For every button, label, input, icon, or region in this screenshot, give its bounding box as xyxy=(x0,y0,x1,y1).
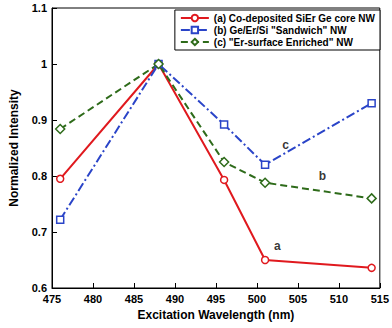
svg-text:b: b xyxy=(319,169,326,183)
svg-text:505: 505 xyxy=(289,293,307,305)
svg-text:a: a xyxy=(274,239,281,253)
svg-text:490: 490 xyxy=(166,293,184,305)
svg-text:475: 475 xyxy=(43,293,61,305)
svg-text:0.9: 0.9 xyxy=(32,114,47,126)
svg-text:(b) Ge/Er/Si "Sandwich" NW: (b) Ge/Er/Si "Sandwich" NW xyxy=(214,25,347,36)
svg-text:480: 480 xyxy=(84,293,102,305)
svg-text:500: 500 xyxy=(248,293,266,305)
svg-text:Excitation Wavelength (nm): Excitation Wavelength (nm) xyxy=(137,308,294,322)
svg-text:515: 515 xyxy=(371,293,389,305)
svg-text:(a) Co-deposited SiEr Ge core: (a) Co-deposited SiEr Ge core NW xyxy=(214,13,376,24)
svg-text:Normalized Intensity: Normalized Intensity xyxy=(7,89,21,207)
svg-text:c: c xyxy=(282,138,289,152)
svg-text:510: 510 xyxy=(330,293,348,305)
svg-text:1: 1 xyxy=(41,58,47,70)
svg-text:0.8: 0.8 xyxy=(32,170,47,182)
svg-text:495: 495 xyxy=(207,293,225,305)
svg-text:1.1: 1.1 xyxy=(32,2,47,14)
svg-text:485: 485 xyxy=(125,293,143,305)
svg-text:(c) "Er-surface Enriched" NW: (c) "Er-surface Enriched" NW xyxy=(214,37,354,48)
svg-text:0.6: 0.6 xyxy=(31,282,47,294)
svg-text:0.7: 0.7 xyxy=(32,226,47,238)
